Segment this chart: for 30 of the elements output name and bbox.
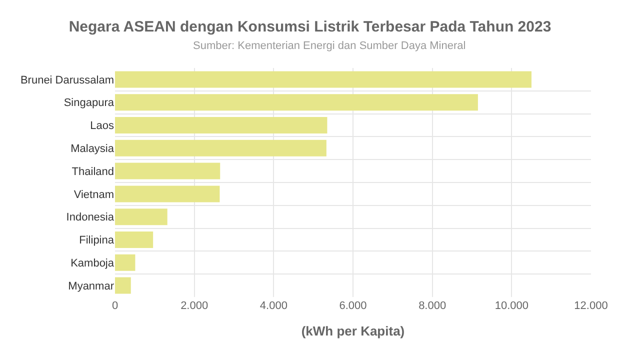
y-tick-label: Singapura (64, 97, 115, 110)
y-tick-label: Myanmar (68, 280, 114, 292)
y-tick-label: Indonesia (66, 212, 115, 224)
x-tick-label: 8.000 (418, 300, 446, 312)
bar (115, 208, 168, 226)
bar (115, 232, 154, 248)
y-tick-label: Thailand (72, 166, 114, 178)
bar (115, 254, 136, 271)
y-tick-label: Vietnam (74, 188, 114, 201)
x-tick-label: 4.000 (260, 300, 288, 312)
y-tick-label: Malaysia (70, 143, 115, 155)
chart-subtitle: Sumber: Kementerian Energi dan Sumber Daya Mineral (193, 40, 466, 52)
x-tick-label: 6.000 (339, 300, 367, 312)
chart-title: Negara ASEAN dengan Konsumsi Listrik Terbesar Pada Tahun 2023 (68, 18, 552, 36)
y-tick-label: Brunei Darussalam (20, 74, 114, 86)
x-tick-label: 0 (112, 300, 118, 312)
x-tick-label: 12.000 (574, 300, 608, 312)
bar (115, 117, 328, 134)
x-tick-label: 2.000 (180, 300, 208, 312)
bar (115, 162, 220, 180)
bar (115, 94, 478, 111)
y-tick-label: Laos (90, 120, 114, 132)
bar (115, 140, 326, 156)
bar (115, 71, 532, 88)
bar (115, 186, 220, 202)
x-tick-label: 10.000 (494, 300, 528, 312)
y-tick-label: Kamboja (70, 258, 115, 270)
x-axis-title: (kWh per Kapita) (301, 324, 405, 339)
bar (115, 277, 131, 294)
y-tick-label: Filipina (79, 234, 115, 247)
